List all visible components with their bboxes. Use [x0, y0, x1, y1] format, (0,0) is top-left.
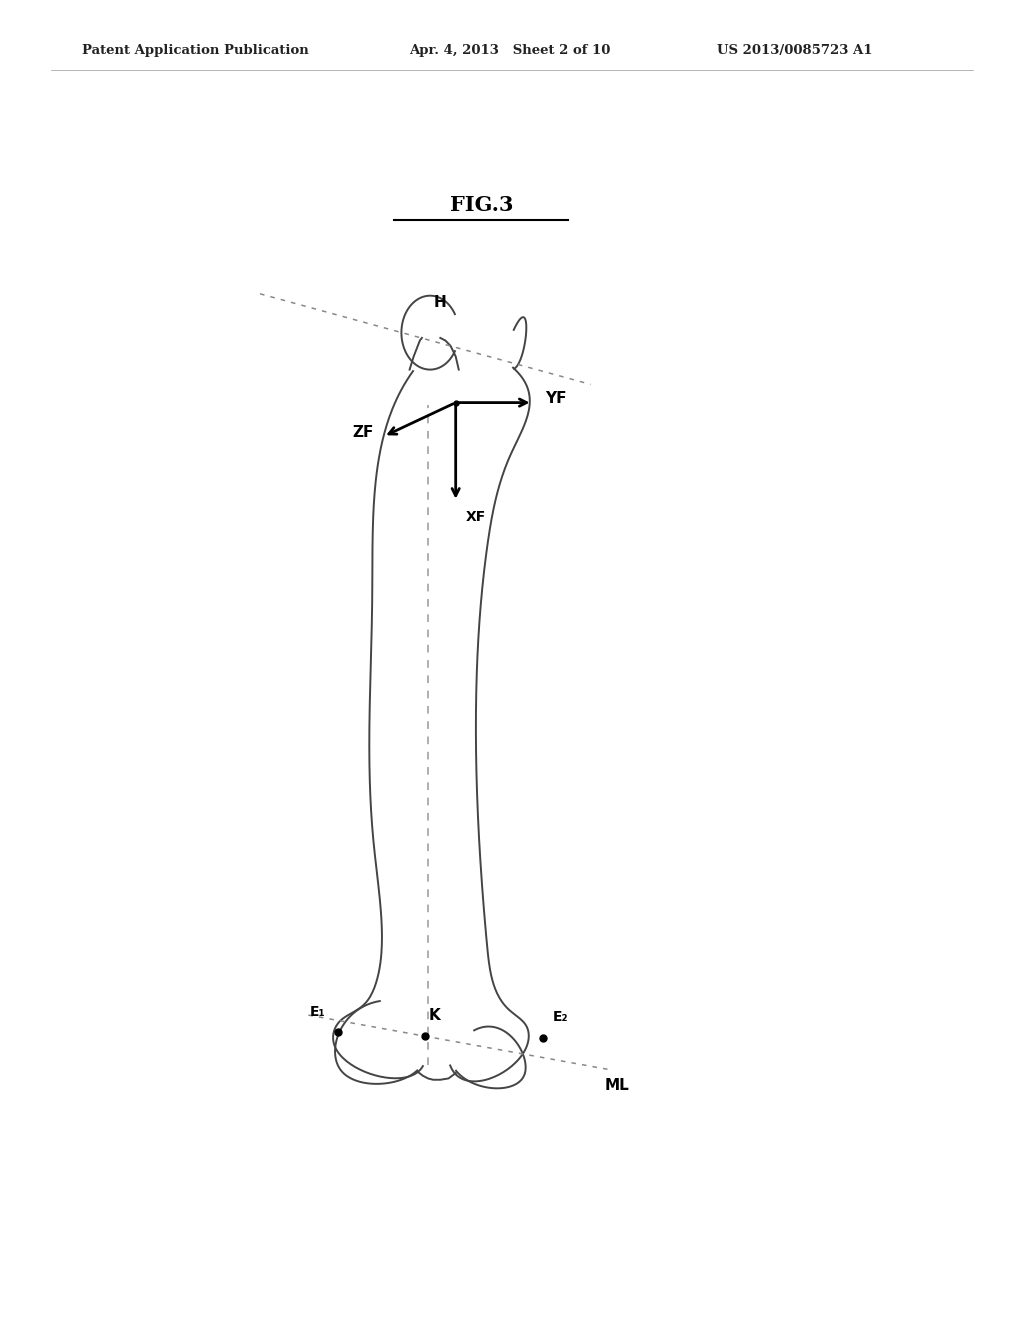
Text: Patent Application Publication: Patent Application Publication: [82, 44, 308, 57]
Text: E₂: E₂: [553, 1010, 568, 1024]
Text: US 2013/0085723 A1: US 2013/0085723 A1: [717, 44, 872, 57]
Text: YF: YF: [545, 391, 566, 407]
Text: ML: ML: [604, 1078, 629, 1093]
Text: ZF: ZF: [352, 425, 374, 440]
Text: H: H: [434, 296, 446, 310]
Text: FIG.3: FIG.3: [450, 194, 513, 215]
Text: E₁: E₁: [310, 1005, 326, 1019]
Text: Apr. 4, 2013   Sheet 2 of 10: Apr. 4, 2013 Sheet 2 of 10: [410, 44, 611, 57]
Text: XF: XF: [466, 510, 486, 524]
Text: K: K: [429, 1008, 440, 1023]
